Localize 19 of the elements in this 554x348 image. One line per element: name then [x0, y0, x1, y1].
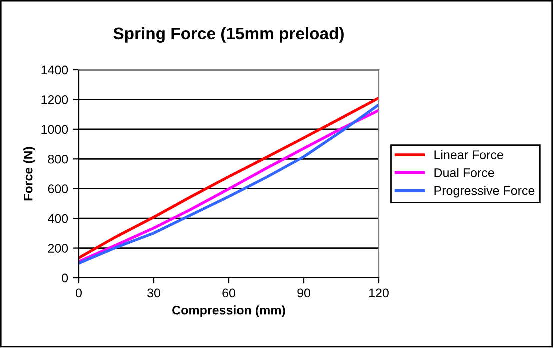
legend-label: Dual Force — [434, 168, 494, 178]
legend-label: Linear Force — [434, 150, 504, 160]
legend-label: Progressive Force — [434, 186, 535, 198]
y-tick-label: 1200 — [42, 96, 68, 104]
y-tick-label: 200 — [48, 244, 68, 253]
y-tick-label: 0 — [62, 274, 68, 283]
y-tick-label: 600 — [48, 184, 68, 194]
chart-title: Spring Force (15mm preload) — [114, 27, 344, 43]
y-axis-title: Force (N) — [24, 147, 36, 201]
x-tick-label: 90 — [298, 288, 310, 298]
x-tick-label: 0 — [76, 288, 82, 298]
x-tick-label: 60 — [222, 288, 236, 298]
y-tick-label: 400 — [48, 214, 68, 224]
x-axis-title: Compression (mm) — [172, 306, 286, 318]
y-tick-label: 1400 — [42, 66, 68, 75]
x-tick-label: 120 — [370, 288, 389, 298]
y-tick-label: 800 — [48, 154, 68, 164]
x-tick-label: 30 — [148, 288, 160, 298]
y-tick-label: 1000 — [42, 125, 68, 134]
